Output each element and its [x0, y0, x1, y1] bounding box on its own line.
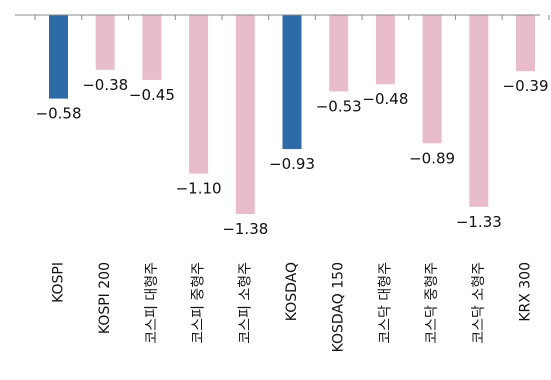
bar-5: [282, 15, 302, 150]
value-label: −1.38: [222, 220, 268, 238]
category-label: 코스닥 중형주: [424, 262, 440, 344]
bar-10: [516, 15, 535, 72]
value-labels: −0.58−0.38−0.45 −1.10 −1.38 −0.93 −0.53 −0.48…: [36, 76, 549, 238]
bar-1: [95, 15, 115, 70]
value-label: −0.38: [82, 76, 128, 94]
bars-group: [49, 15, 535, 214]
tick-marks: [34, 15, 550, 20]
bar-4: [235, 15, 255, 214]
value-label: −0.48: [362, 90, 408, 108]
value-label: −0.45: [129, 86, 175, 104]
bar-7: [375, 15, 395, 85]
category-labels: KOSPI KOSPI 200 코스피 대형주 코스피 중형주 코스피 소형주 KOSDA…: [51, 262, 534, 353]
bar-9: [469, 15, 489, 207]
bar-3: [189, 15, 209, 174]
value-label: −0.89: [409, 149, 455, 167]
category-label: KOSPI: [51, 262, 67, 303]
category-label: KOSPI 200: [97, 262, 113, 334]
bar-2: [142, 15, 162, 80]
value-label: −1.33: [456, 213, 502, 231]
value-label: −0.53: [316, 97, 362, 115]
value-label: −0.93: [269, 155, 315, 173]
category-label: 코스닥 소형주: [471, 262, 487, 344]
value-label: −0.58: [36, 105, 82, 123]
category-label: KOSDAQ 150: [331, 262, 347, 352]
category-label: 코스피 소형주: [237, 262, 253, 344]
bar-8: [422, 15, 442, 144]
value-label: −0.39: [503, 77, 549, 95]
category-label: KOSDAQ: [284, 262, 300, 321]
bar-6: [329, 15, 349, 92]
category-label: KRX 300: [518, 262, 534, 322]
bar-0: [49, 15, 68, 99]
category-label: 코스닥 대형주: [377, 262, 393, 344]
category-label: 코스피 대형주: [144, 262, 160, 344]
category-label: 코스피 중형주: [191, 262, 207, 344]
value-label: −1.10: [176, 180, 222, 198]
